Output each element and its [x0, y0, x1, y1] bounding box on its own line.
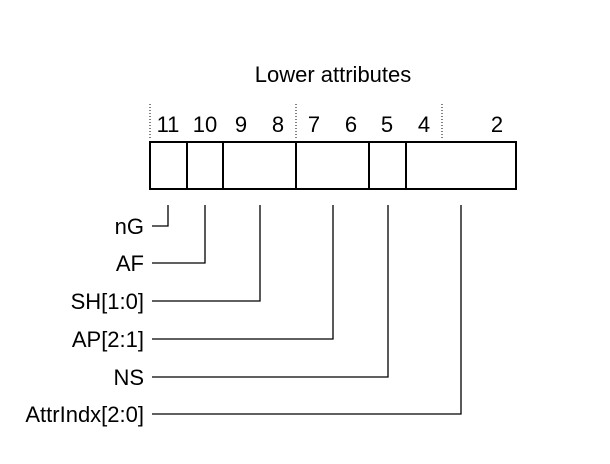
leader-ap	[152, 205, 334, 340]
bit-numbers: 11 10 9 8 7 6 5 4 2	[157, 112, 504, 137]
register-box	[149, 141, 517, 190]
field-label-attrindx: AttrIndx[2:0]	[25, 402, 144, 427]
leader-ng	[152, 205, 169, 227]
field-label-ap: AP[2:1]	[72, 327, 144, 352]
field-label-sh: SH[1:0]	[71, 289, 144, 314]
field-label-af: AF	[116, 251, 144, 276]
bit-number-9: 9	[235, 112, 247, 137]
leader-sh	[152, 205, 261, 302]
leader-ns	[152, 205, 389, 378]
field-label-ns: NS	[113, 365, 144, 390]
bit-boundary-ticks	[149, 104, 443, 140]
leader-af	[152, 205, 206, 264]
diagram-title: Lower attributes	[255, 62, 412, 87]
field-label-ng: nG	[115, 214, 144, 239]
bit-number-7: 7	[308, 112, 320, 137]
bit-number-10: 10	[193, 112, 217, 137]
bit-number-8: 8	[272, 112, 284, 137]
field-labels: nG AF SH[1:0] AP[2:1] NS AttrIndx[2:0]	[25, 214, 144, 427]
bit-number-5: 5	[381, 112, 393, 137]
leader-lines	[152, 205, 462, 415]
leader-attrindx	[152, 205, 462, 415]
bit-number-2: 2	[491, 112, 503, 137]
bit-number-4: 4	[418, 112, 430, 137]
bit-number-11: 11	[157, 112, 180, 137]
bit-number-6: 6	[345, 112, 357, 137]
